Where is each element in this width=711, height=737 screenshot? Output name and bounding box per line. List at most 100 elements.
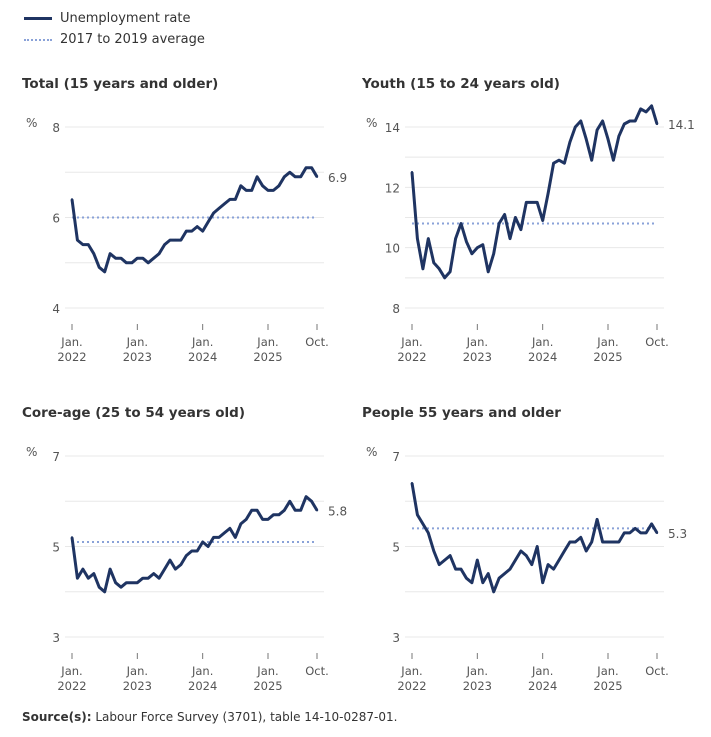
data-point bbox=[443, 558, 446, 562]
data-point bbox=[239, 522, 242, 526]
legend-item-average: 2017 to 2019 average bbox=[24, 29, 205, 50]
data-point bbox=[481, 243, 484, 246]
data-point bbox=[655, 122, 659, 126]
data-point bbox=[255, 175, 259, 178]
data-point bbox=[508, 237, 512, 240]
data-point bbox=[136, 257, 139, 260]
panel-55-plus: People 55 years and older 3 5 7% Jan. 2022 Ja… bbox=[362, 405, 707, 725]
data-point bbox=[130, 261, 134, 264]
data-point bbox=[519, 228, 523, 231]
data-point bbox=[190, 549, 193, 553]
y-axis-label: % bbox=[366, 116, 377, 130]
data-point bbox=[228, 527, 232, 530]
end-value-label: 14.1 bbox=[668, 118, 695, 132]
data-point bbox=[288, 171, 291, 174]
x-tick-label: Jan. bbox=[126, 335, 148, 349]
data-point bbox=[125, 581, 128, 584]
chart-svg: 357%Jan.2022Jan.2023Jan.2024Jan.2025Oct.… bbox=[366, 445, 687, 693]
data-point bbox=[438, 563, 441, 566]
data-point bbox=[530, 563, 533, 566]
data-point bbox=[130, 581, 134, 584]
data-point bbox=[617, 540, 621, 544]
panel-title: Core-age (25 to 54 years old) bbox=[22, 405, 245, 421]
data-point bbox=[416, 237, 419, 240]
data-point bbox=[147, 261, 150, 264]
legend-label: 2017 to 2019 average bbox=[60, 32, 205, 47]
x-tick-label: 2023 bbox=[463, 679, 492, 693]
data-point bbox=[119, 257, 123, 260]
data-point bbox=[228, 198, 232, 201]
source-text: Labour Force Survey (3701), table 14-10-… bbox=[95, 710, 398, 724]
data-point bbox=[410, 481, 414, 485]
data-point bbox=[245, 518, 248, 521]
data-point bbox=[92, 572, 95, 575]
data-point bbox=[454, 237, 457, 240]
x-tick-label: 2022 bbox=[397, 350, 426, 364]
data-point bbox=[217, 207, 221, 210]
panel-title: Total (15 years and older) bbox=[22, 76, 219, 92]
data-point bbox=[546, 563, 550, 566]
data-point bbox=[470, 252, 474, 255]
data-point bbox=[119, 586, 123, 589]
data-point bbox=[206, 220, 210, 224]
data-point bbox=[234, 198, 237, 201]
data-point bbox=[470, 581, 474, 584]
data-point bbox=[141, 576, 144, 580]
x-tick-label: 2025 bbox=[593, 350, 622, 364]
x-tick-label: 2022 bbox=[57, 679, 86, 693]
panel-title: Youth (15 to 24 years old) bbox=[362, 76, 560, 92]
data-point bbox=[294, 509, 297, 512]
data-point bbox=[223, 531, 226, 535]
y-tick-label: 8 bbox=[392, 302, 400, 316]
data-point bbox=[310, 500, 313, 503]
data-point bbox=[606, 137, 610, 141]
y-tick-label: 6 bbox=[52, 212, 60, 226]
data-point bbox=[481, 581, 484, 584]
data-point bbox=[454, 567, 457, 571]
data-point bbox=[634, 527, 637, 530]
data-point bbox=[190, 229, 193, 233]
x-tick-label: 2025 bbox=[253, 350, 282, 364]
data-point bbox=[294, 175, 297, 178]
end-value-label: 5.8 bbox=[328, 504, 347, 518]
x-tick-label: 2023 bbox=[123, 350, 152, 364]
data-point bbox=[168, 558, 172, 562]
data-point bbox=[628, 119, 631, 123]
dotted-line-swatch-icon bbox=[24, 38, 52, 41]
data-point bbox=[304, 166, 308, 169]
data-point bbox=[634, 119, 637, 123]
data-point bbox=[141, 257, 144, 260]
chart-svg: 357%Jan.2022Jan.2023Jan.2024Jan.2025Oct.… bbox=[26, 445, 347, 693]
chart-svg: 8101214%Jan.2022Jan.2023Jan.2024Jan.2025… bbox=[366, 104, 695, 364]
data-point bbox=[70, 198, 74, 201]
data-point bbox=[574, 125, 577, 129]
data-point bbox=[283, 175, 286, 178]
data-point bbox=[601, 119, 604, 123]
data-point bbox=[492, 252, 495, 255]
x-tick-label: Jan. bbox=[531, 664, 553, 678]
x-tick-label: Oct. bbox=[305, 335, 329, 349]
data-point bbox=[98, 266, 101, 269]
data-point bbox=[557, 158, 561, 162]
data-point bbox=[568, 140, 572, 144]
data-point bbox=[174, 567, 177, 571]
x-tick-label: 2022 bbox=[397, 679, 426, 693]
data-point bbox=[503, 572, 506, 575]
y-tick-label: 5 bbox=[392, 541, 400, 555]
data-point bbox=[459, 222, 463, 225]
data-point bbox=[174, 238, 177, 242]
data-point bbox=[288, 500, 291, 503]
unemployment-rate-line bbox=[410, 104, 659, 280]
data-point bbox=[487, 572, 490, 575]
x-tick-label: Jan. bbox=[60, 664, 82, 678]
data-point bbox=[519, 549, 523, 553]
panel-youth: Youth (15 to 24 years old) 8 10 12 14% Jan. 2… bbox=[362, 76, 707, 396]
data-point bbox=[448, 270, 452, 273]
data-point bbox=[612, 158, 615, 162]
end-value-label: 5.3 bbox=[668, 527, 687, 541]
data-point bbox=[98, 586, 101, 589]
data-point bbox=[595, 518, 599, 521]
x-tick-label: Jan. bbox=[256, 335, 278, 349]
data-point bbox=[277, 184, 281, 188]
data-point bbox=[212, 211, 215, 215]
